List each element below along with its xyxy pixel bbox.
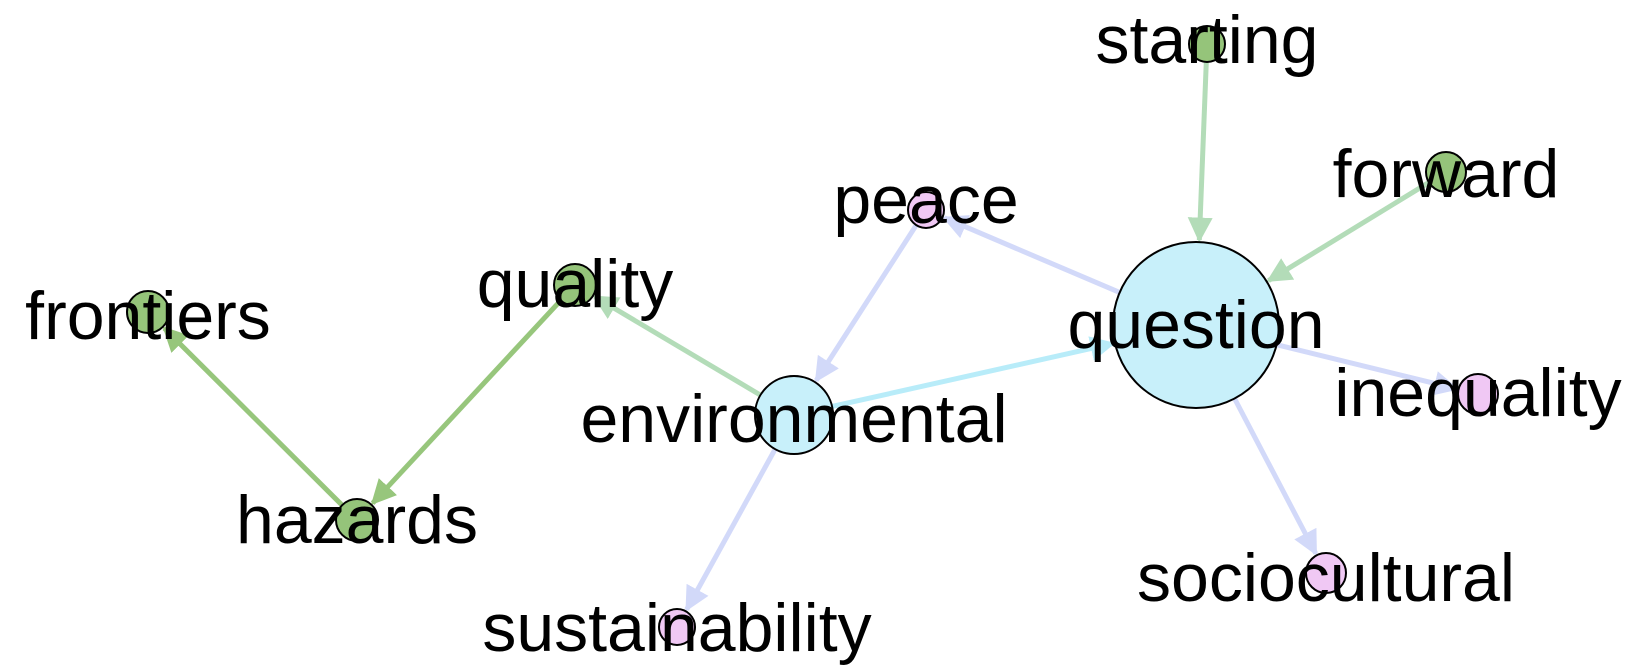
node-hazards[interactable] (335, 498, 379, 542)
node-label-forward: forward (1333, 136, 1560, 212)
edge-environmental-to-question (831, 336, 1116, 409)
node-label-starting: starting (1096, 2, 1319, 78)
node-question[interactable] (1112, 241, 1280, 409)
node-label-inequality: inequality (1334, 355, 1621, 431)
edge-forward-to-question (1266, 180, 1431, 283)
node-forward[interactable] (1425, 151, 1467, 193)
nodes-layer (126, 25, 1499, 646)
node-label-hazards: hazards (236, 482, 478, 558)
node-starting[interactable] (1188, 25, 1226, 63)
node-inequality[interactable] (1457, 373, 1499, 415)
node-frontiers[interactable] (126, 290, 170, 334)
node-environmental[interactable] (754, 375, 834, 455)
node-sustainability[interactable] (658, 608, 696, 646)
node-label-sustainability: sustainability (482, 590, 871, 666)
edge-starting-to-question (1187, 61, 1213, 243)
edge-environmental-to-sustainability (684, 447, 778, 612)
edge-question-to-peace (942, 215, 1121, 295)
node-label-peace: peace (833, 162, 1018, 238)
node-quality[interactable] (553, 263, 597, 307)
edge-environmental-to-quality (592, 294, 762, 398)
node-sociocultural[interactable] (1305, 552, 1347, 594)
node-label-frontiers: frontiers (25, 278, 271, 354)
node-peace[interactable] (907, 191, 945, 229)
node-label-environmental: environmental (580, 381, 1007, 457)
edge-question-to-sociocultural (1232, 397, 1319, 556)
edges-layer (162, 61, 1460, 612)
edge-question-to-inequality (1276, 342, 1460, 396)
node-label-question: question (1067, 287, 1324, 363)
edge-peace-to-environmental (814, 223, 919, 383)
node-label-quality: quality (477, 246, 674, 322)
edge-hazards-to-frontiers (162, 326, 344, 507)
node-label-sociocultural: sociocultural (1137, 540, 1515, 616)
edge-quality-to-hazards (370, 298, 563, 505)
